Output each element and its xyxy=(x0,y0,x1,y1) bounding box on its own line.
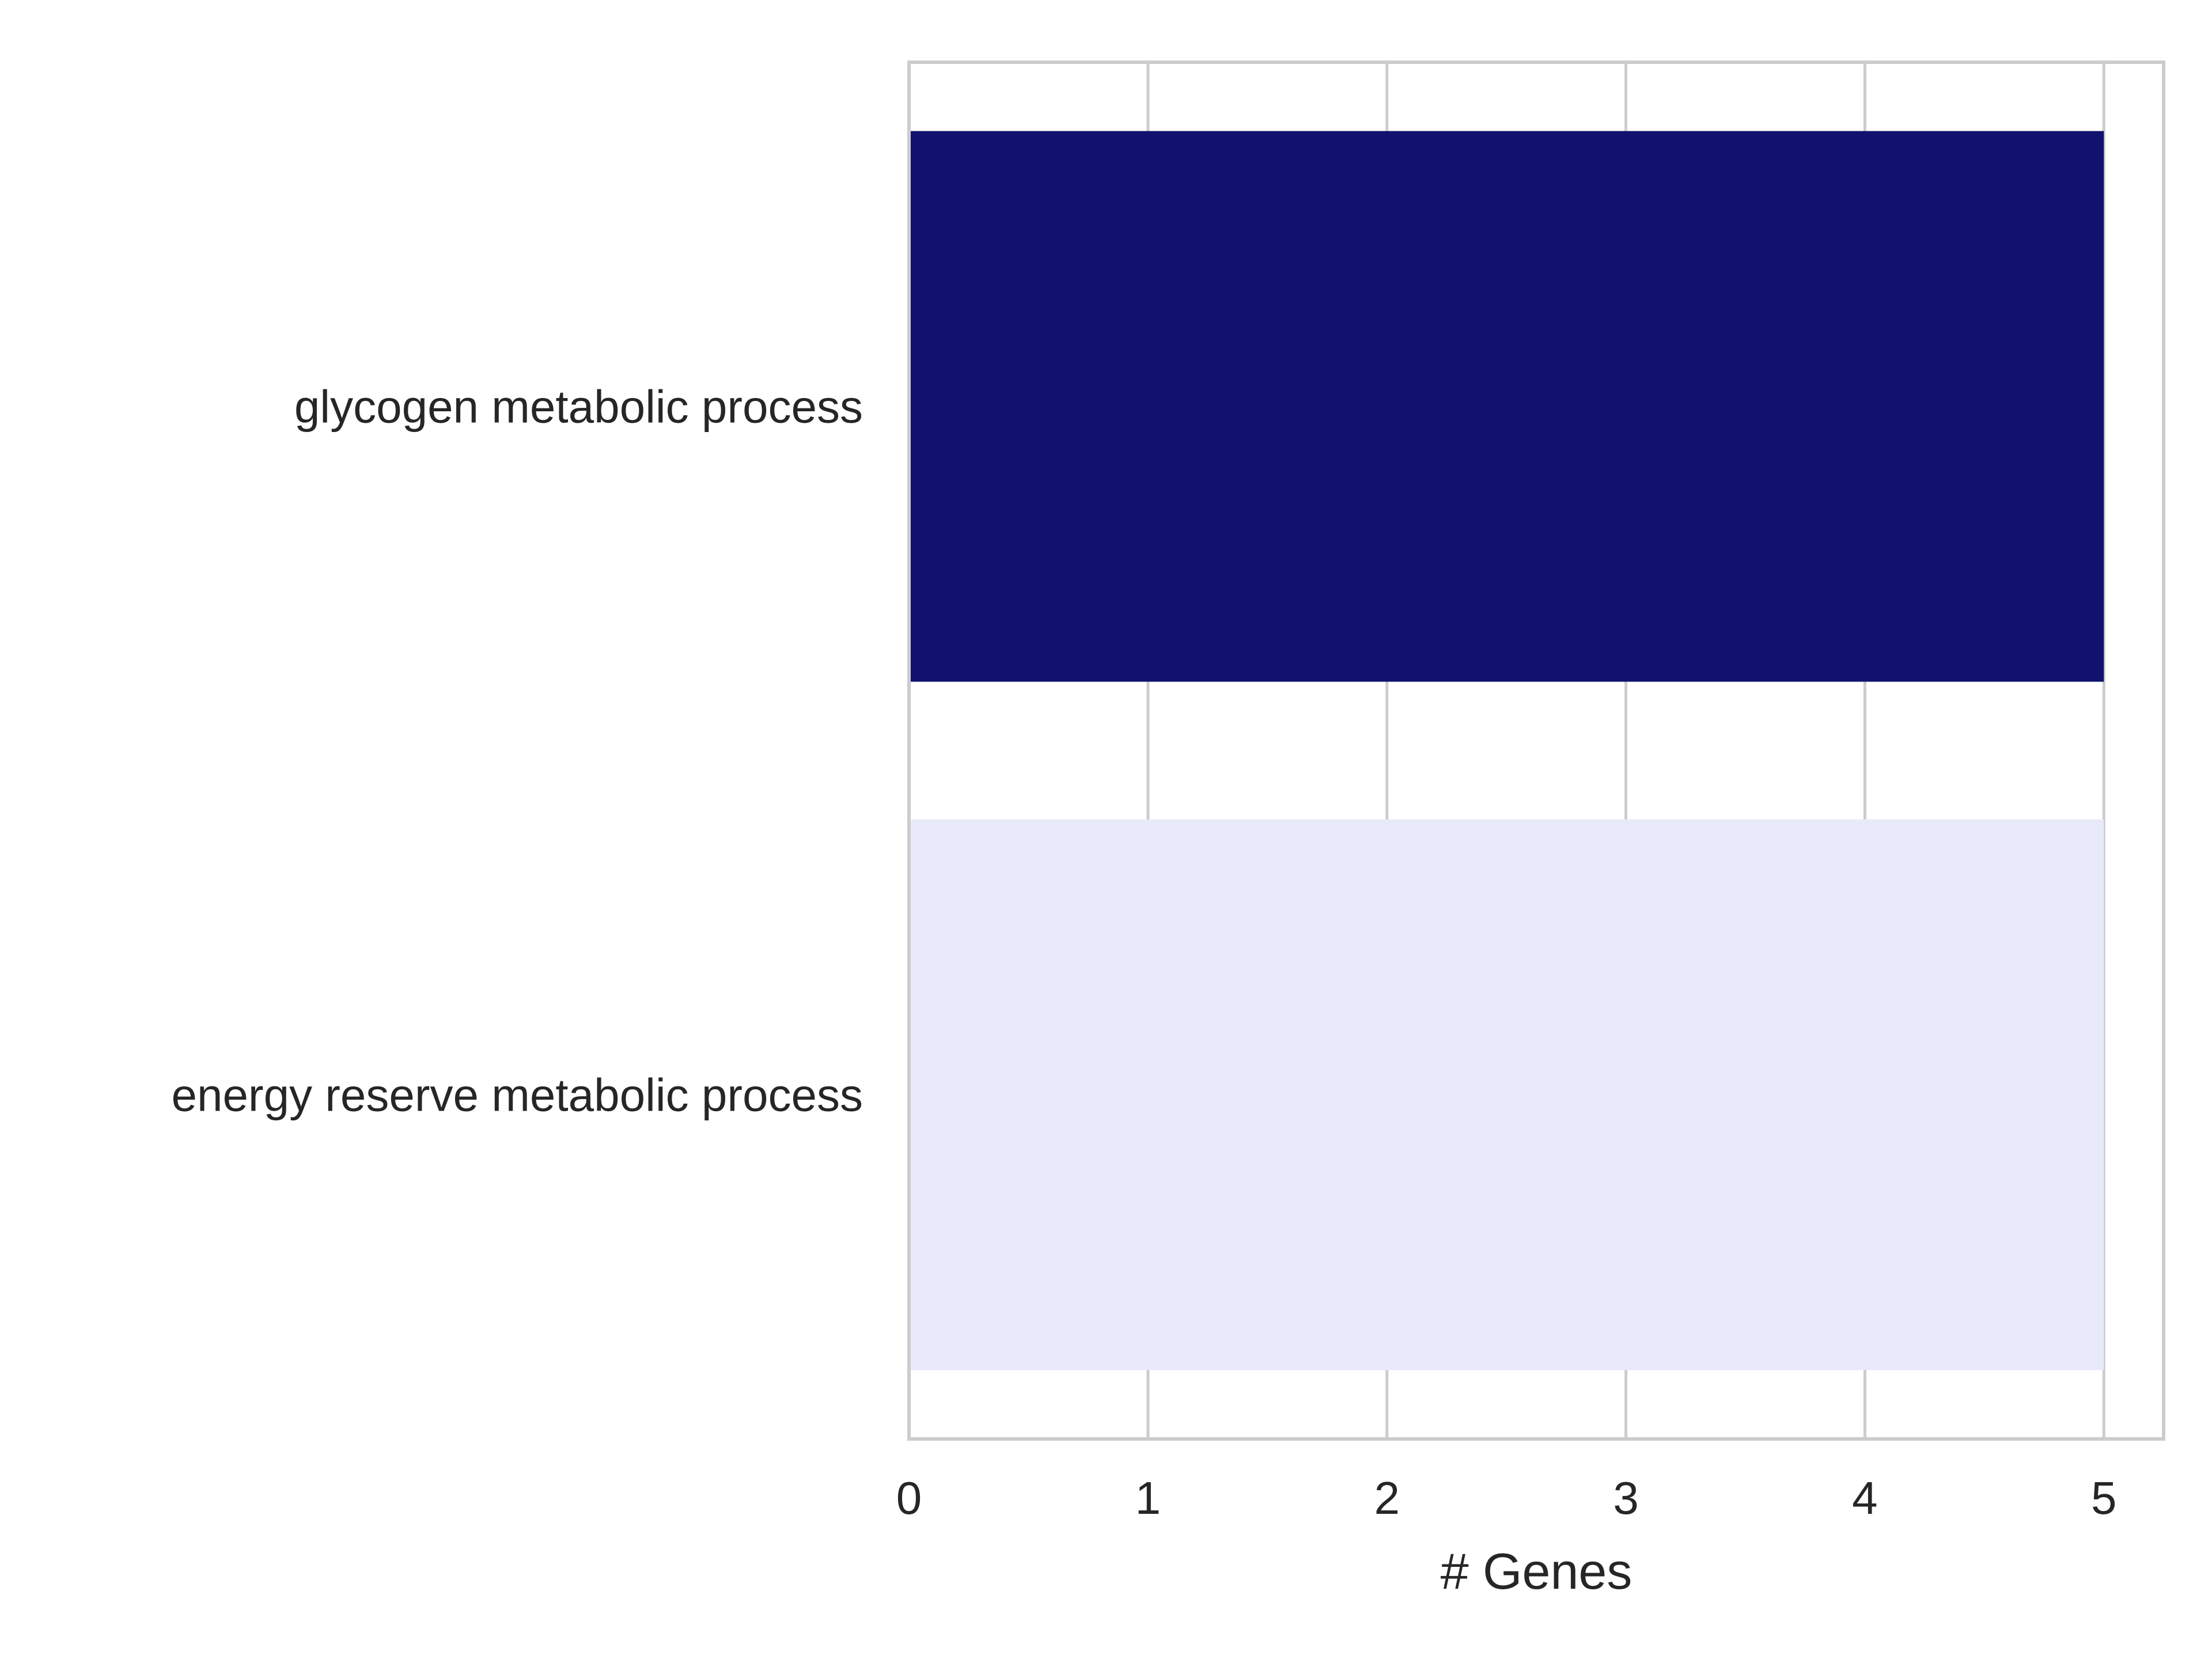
bars xyxy=(909,131,2104,1370)
category-label: glycogen metabolic process xyxy=(294,381,863,433)
x-tick-label: 3 xyxy=(1613,1472,1639,1524)
x-tick-label: 4 xyxy=(1852,1472,1878,1524)
category-labels: glycogen metabolic process energy reserve… xyxy=(171,381,863,1121)
category-label: energy reserve metabolic process xyxy=(171,1070,863,1121)
plot-frame xyxy=(907,60,2165,1441)
x-tick-label: 1 xyxy=(1135,1472,1161,1524)
x-tick-label: 0 xyxy=(896,1472,922,1524)
x-tick-label: 5 xyxy=(2091,1472,2117,1524)
x-tick-label: 2 xyxy=(1374,1472,1400,1524)
bar xyxy=(909,819,2104,1370)
bar xyxy=(909,131,2104,682)
x-axis-label: # Genes xyxy=(1441,1543,1633,1600)
x-tick-labels: 0 1 2 3 4 5 xyxy=(896,1472,2117,1524)
